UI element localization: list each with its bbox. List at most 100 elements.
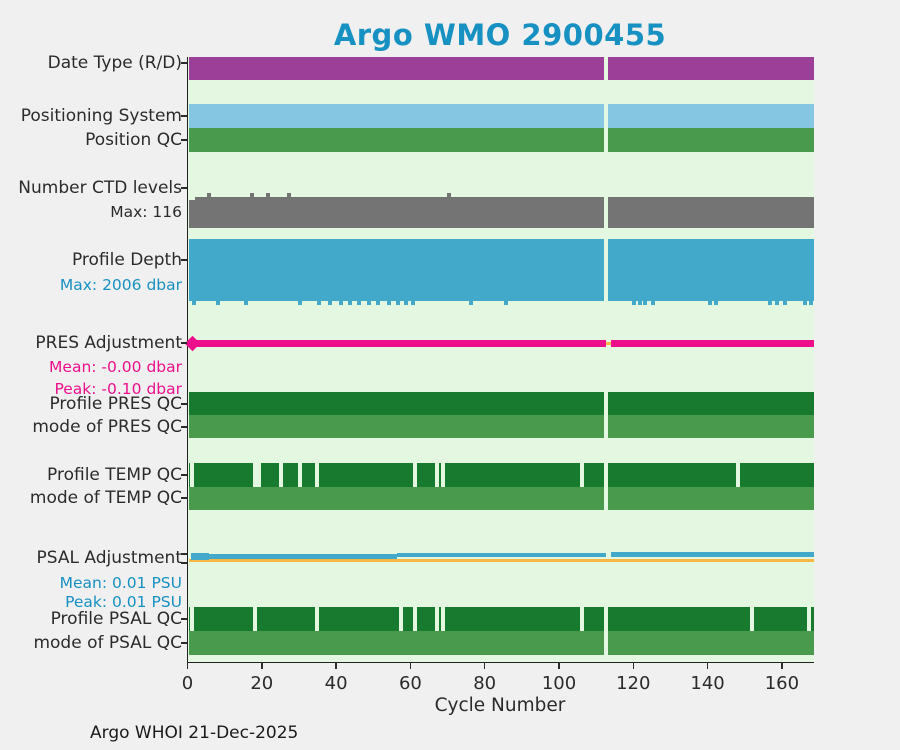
row-label: PSAL Adjustment: [36, 548, 182, 568]
profile-depth-band: [189, 239, 814, 301]
number-ctd-levels-band-gap: [604, 197, 609, 228]
row-label: Mean: 0.01 PSU: [59, 574, 182, 592]
profile-psal-qc-band-gap: [580, 607, 585, 631]
row-label: Profile TEMP QC: [47, 465, 182, 485]
row-label: Mean: -0.00 dbar: [49, 358, 182, 376]
profile-depth-band-notch: [808, 300, 813, 306]
reference-dotted-vline: [555, 81, 558, 660]
x-axis-label: Cycle Number: [434, 695, 566, 716]
profile-depth-band-notch: [714, 300, 719, 306]
profile-depth-band-notch: [632, 300, 637, 306]
footer-attribution: Argo WHOI 21-Dec-2025: [90, 723, 299, 743]
profile-depth-band-notch: [411, 300, 416, 306]
x-tick-label: 40: [324, 673, 348, 694]
profile-temp-qc-band-gap: [440, 463, 445, 487]
profile-depth-band-notch: [297, 300, 302, 306]
profile-temp-qc-band-gap: [257, 463, 262, 487]
profile-psal-qc-band-gap: [604, 607, 609, 631]
profile-temp-qc-band: [189, 463, 814, 487]
chart-title: Argo WMO 2900455: [333, 18, 667, 52]
profile-depth-band-notch: [643, 300, 648, 306]
x-tick-mark: [706, 662, 709, 669]
y-tick-mark: [180, 115, 187, 117]
profile-depth-band-notch: [767, 300, 772, 306]
profile-depth-band-notch: [366, 300, 371, 306]
profile-psal-qc-band: [189, 607, 814, 631]
psal-adjustment-line: [610, 551, 814, 557]
y-tick-mark: [180, 426, 187, 428]
pres-adjustment-line: [610, 340, 814, 347]
x-tick-mark: [186, 662, 189, 669]
profile-depth-band-notch: [338, 300, 343, 306]
x-tick-mark: [483, 662, 486, 669]
profile-temp-qc-band-gap: [736, 463, 741, 487]
profile-temp-qc-band-gap: [434, 463, 439, 487]
y-tick-mark: [180, 618, 187, 620]
x-tick-mark: [409, 662, 412, 669]
number-ctd-levels-band: [189, 197, 814, 228]
profile-temp-qc-band-gap: [297, 463, 302, 487]
profile-depth-band-notch: [504, 300, 509, 306]
profile-depth-band-gap: [604, 239, 609, 301]
profile-psal-qc-band-gap: [413, 607, 418, 631]
profile-temp-qc-band-gap: [604, 463, 609, 487]
row-label: Profile Depth: [71, 250, 182, 270]
row-label: Positioning System: [20, 106, 182, 126]
x-tick-label: 120: [616, 673, 651, 694]
profile-pres-qc-band: [189, 392, 814, 415]
row-label: Profile PRES QC: [49, 394, 182, 414]
number-ctd-levels-band-spike: [266, 193, 271, 198]
row-label: Number CTD levels: [18, 178, 182, 198]
row-label: Max: 2006 dbar: [59, 276, 182, 294]
y-tick-mark: [180, 553, 187, 555]
row-label: Peak: -0.10 dbar: [54, 380, 182, 398]
profile-depth-band-notch: [387, 300, 392, 306]
pres-adjustment-line: [189, 340, 606, 347]
profile-depth-band-notch: [775, 300, 780, 306]
profile-depth-band-notch: [327, 300, 332, 306]
profile-depth-band-notch: [782, 300, 787, 306]
profile-psal-qc-band-gap: [434, 607, 439, 631]
row-label: mode of TEMP QC: [29, 488, 182, 508]
x-tick-label: 100: [541, 673, 577, 694]
profile-temp-qc-band-gap: [413, 463, 418, 487]
profile-depth-band-notch: [244, 300, 249, 306]
profile-temp-qc-band-gap: [580, 463, 585, 487]
row-label: Date Type (R/D): [47, 53, 182, 73]
x-tick-mark: [558, 662, 560, 669]
mode-pres-qc-band-gap: [604, 415, 609, 438]
profile-temp-qc-band-gap: [314, 463, 319, 487]
number-ctd-levels-band-spike: [249, 193, 254, 198]
psal-zero-line: [188, 558, 815, 562]
mode-psal-qc-band-gap: [604, 631, 609, 655]
y-tick-mark: [180, 403, 187, 405]
profile-depth-band-notch: [357, 300, 362, 306]
date-type-band-gap: [604, 57, 609, 80]
y-tick-mark: [180, 474, 187, 476]
profile-depth-band-notch: [192, 300, 197, 306]
profile-psal-qc-band-gap: [806, 607, 811, 631]
profile-pres-qc-band-gap: [604, 392, 609, 415]
profile-psal-qc-band-gap: [252, 607, 257, 631]
x-tick-mark: [261, 662, 263, 669]
y-tick-mark: [180, 62, 187, 64]
positioning-system-band: [189, 104, 814, 128]
profile-depth-band-notch: [375, 300, 380, 306]
x-tick-label: 160: [764, 673, 800, 694]
profile-temp-qc-band-gap: [278, 463, 283, 487]
y-tick-mark: [180, 139, 187, 141]
number-ctd-levels-band-start-notch: [188, 197, 195, 200]
profile-depth-band-notch: [316, 300, 321, 306]
profile-depth-band-notch: [348, 300, 353, 306]
profile-psal-qc-band-gap: [314, 607, 319, 631]
y-tick-mark: [180, 187, 187, 189]
mode-temp-qc-band-gap: [604, 487, 609, 510]
profile-depth-band-notch: [637, 300, 642, 306]
mode-temp-qc-band: [189, 487, 814, 510]
y-tick-mark: [180, 497, 187, 499]
psal-adjustment-line: [192, 554, 397, 559]
number-ctd-levels-band-spike: [286, 193, 291, 198]
profile-depth-band-notch: [216, 300, 221, 306]
y-tick-mark: [180, 342, 187, 344]
